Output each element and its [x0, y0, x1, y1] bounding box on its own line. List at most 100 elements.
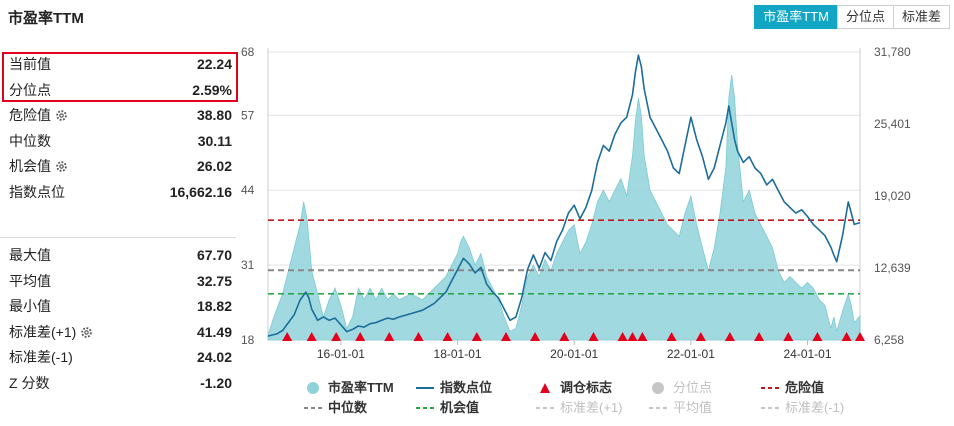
stat-label: 最大值: [9, 247, 51, 263]
legend-item-label: 标准差(+1): [560, 400, 622, 415]
stat-label: 危险值: [9, 107, 51, 123]
stat-value: 26.02: [196, 158, 232, 174]
y-right-tick-label: 6,258: [874, 333, 904, 347]
x-tick-label: 20-01-01: [550, 347, 598, 361]
stat-std-minus-1: 标准差(-1) 24.02: [0, 345, 240, 371]
stat-value: 38.80: [196, 107, 232, 123]
rebalance-marker: [754, 332, 765, 341]
stat-label: 分位点: [9, 81, 51, 98]
legend-item-label: 危险值: [785, 380, 824, 395]
stats-panel-bottom: 最大值 67.70 平均值 32.75 最小值 18.82 标准差(+1) 41…: [0, 243, 240, 396]
tab-std-dev[interactable]: 标准差: [892, 5, 950, 29]
rebalance-marker: [666, 332, 677, 341]
y-left-tick-label: 68: [241, 45, 255, 59]
stat-value: 30.11: [197, 132, 232, 149]
stat-z-score: Z 分数 -1.20: [0, 371, 240, 397]
rebalance-marker: [471, 332, 482, 341]
stat-value: 32.75: [196, 272, 232, 289]
stat-value: 16,662.16: [169, 183, 232, 200]
rebalance-marker: [559, 332, 570, 341]
rebalance-marker: [442, 332, 453, 341]
rebalance-marker: [331, 332, 342, 341]
stat-value: 67.70: [196, 247, 232, 263]
stat-label: Z 分数: [9, 374, 50, 391]
rebalance-marker: [855, 332, 865, 341]
y-left-tick-label: 31: [241, 258, 255, 272]
x-tick-label: 16-01-01: [317, 347, 365, 361]
rebalance-marker: [724, 332, 735, 341]
stat-value: 22.24: [196, 56, 232, 72]
index-level-line: [267, 54, 861, 337]
rebalance-marker: [413, 332, 424, 341]
pe-ttm-area: [267, 74, 861, 341]
rebalance-marker: [841, 332, 852, 341]
stat-mean: 平均值 32.75: [0, 269, 240, 295]
stat-value: 24.02: [196, 349, 232, 365]
rebalance-marker: [355, 332, 366, 341]
rebalance-marker: [306, 332, 317, 341]
stat-min: 最小值 18.82: [0, 294, 240, 320]
stat-label: 机会值: [9, 158, 51, 174]
legend-item-label: 调仓标志: [560, 380, 612, 395]
stat-max: 最大值 67.70: [0, 243, 240, 269]
stat-label: 平均值: [9, 272, 51, 289]
y-right-tick-label: 31,780: [874, 45, 911, 59]
metric-tabs: 市盈率TTM 分位点 标准差: [754, 5, 950, 29]
legend-item-label: 标准差(-1): [785, 400, 844, 415]
legend-marker: [307, 382, 319, 394]
stat-median: 中位数 30.11: [0, 129, 240, 155]
rebalance-marker: [384, 332, 395, 341]
y-left-tick-label: 18: [241, 333, 255, 347]
rebalance-marker: [530, 332, 541, 341]
stat-value: -1.20: [200, 374, 232, 391]
y-right-tick-label: 25,401: [874, 117, 911, 131]
stat-label: 标准差(-1): [9, 349, 73, 365]
page-title: 市盈率TTM: [8, 10, 84, 27]
stat-opportunity-value: 机会值 26.02: [0, 154, 240, 180]
stat-percentile: 分位点 2.59%: [0, 78, 240, 104]
stat-value: 2.59%: [192, 81, 232, 98]
gear-icon[interactable]: [80, 322, 93, 347]
rebalance-marker: [783, 332, 794, 341]
divider: [0, 237, 236, 238]
gear-icon[interactable]: [55, 105, 68, 130]
stat-label: 指数点位: [9, 183, 65, 200]
x-tick-label: 22-01-01: [667, 347, 715, 361]
highlight-box: [2, 52, 238, 102]
stat-value: 18.82: [196, 298, 232, 314]
x-tick-label: 24-01-01: [783, 347, 831, 361]
y-right-tick-label: 12,639: [874, 261, 911, 275]
legend-item-label: 机会值: [440, 400, 479, 415]
stat-index-level: 指数点位 16,662.16: [0, 180, 240, 206]
stat-label: 最小值: [9, 298, 51, 314]
rebalance-marker: [588, 332, 599, 341]
legend-item-label: 分位点: [673, 380, 712, 395]
legend-marker: [540, 383, 550, 393]
legend-item-label: 市盈率TTM: [328, 380, 394, 395]
rebalance-marker: [282, 332, 293, 341]
y-left-tick-label: 44: [241, 183, 255, 197]
stat-label: 中位数: [9, 132, 51, 149]
stat-current-value: 当前值 22.24: [0, 52, 240, 78]
stats-panel-top: 当前值 22.24 分位点 2.59% 危险值 38.80 中位数 30.11 …: [0, 52, 240, 205]
x-tick-label: 18-01-01: [434, 347, 482, 361]
legend-item-label: 指数点位: [440, 380, 492, 395]
rebalance-marker: [637, 332, 648, 341]
legend-marker: [652, 382, 664, 394]
stat-value: 41.49: [196, 323, 232, 340]
rebalance-marker: [501, 332, 511, 341]
stat-std-plus-1: 标准差(+1) 41.49: [0, 320, 240, 346]
y-right-tick-label: 19,020: [874, 189, 911, 203]
stat-danger-value: 危险值 38.80: [0, 103, 240, 129]
rebalance-marker: [812, 332, 823, 341]
stat-label: 当前值: [9, 56, 51, 72]
legend-item-label: 中位数: [328, 400, 368, 415]
rebalance-marker: [617, 332, 628, 341]
stat-label: 标准差(+1): [9, 323, 77, 340]
rebalance-marker: [627, 332, 638, 341]
legend-item-label: 平均值: [673, 400, 712, 415]
rebalance-marker: [695, 332, 706, 341]
y-left-tick-label: 57: [241, 108, 255, 122]
gear-icon[interactable]: [55, 156, 68, 181]
